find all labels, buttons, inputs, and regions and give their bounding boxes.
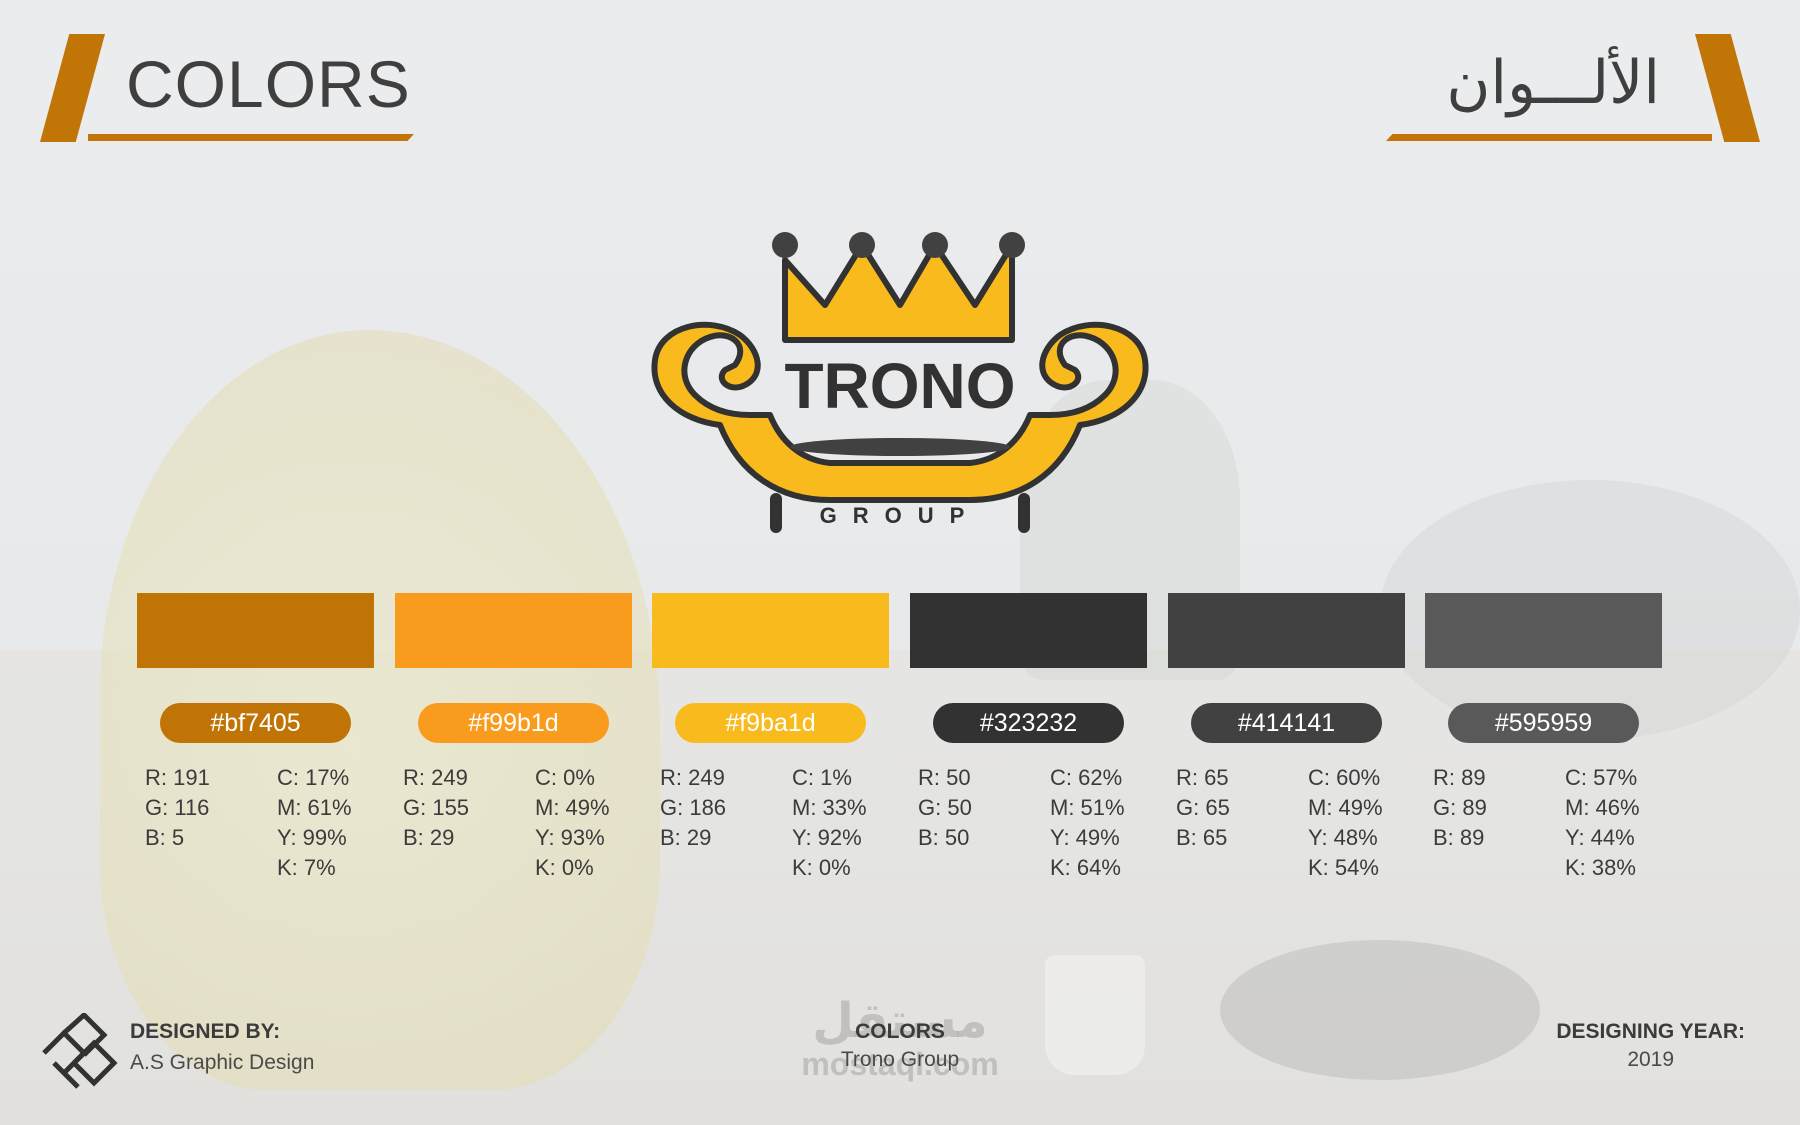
swatch-cmyk: C: 57% M: 46% Y: 44% K: 38% <box>1565 763 1640 883</box>
cmyk-y: Y: 92% <box>792 825 862 850</box>
swatch-rgb: R: 50 G: 50 B: 50 <box>918 763 972 853</box>
footer-year: DESIGNING YEAR: 2019 <box>1556 1020 1745 1072</box>
watermark-en: mostaql.com <box>801 1046 999 1082</box>
cmyk-k: K: 0% <box>535 855 594 880</box>
rgb-g: G: 155 <box>403 795 470 820</box>
rgb-r: R: 89 <box>1433 765 1486 790</box>
swatch-color-block <box>1425 593 1662 668</box>
rgb-b: B: 50 <box>918 825 970 850</box>
rgb-r: R: 50 <box>918 765 971 790</box>
swatch-cmyk: C: 0% M: 49% Y: 93% K: 0% <box>535 763 610 883</box>
rgb-b: B: 5 <box>145 825 185 850</box>
swatch-rgb: R: 249 G: 186 B: 29 <box>660 763 726 853</box>
title-underline <box>88 134 414 141</box>
rgb-g: G: 89 <box>1433 795 1487 820</box>
swatch-cmyk: C: 60% M: 49% Y: 48% K: 54% <box>1308 763 1383 883</box>
rgb-r: R: 65 <box>1176 765 1229 790</box>
cmyk-y: Y: 49% <box>1050 825 1120 850</box>
rgb-g: G: 186 <box>660 795 727 820</box>
rgb-r: R: 191 <box>145 765 210 790</box>
trono-logo: TRONO GROUP <box>651 232 1149 533</box>
cmyk-m: M: 33% <box>792 795 867 820</box>
title-en: COLORS <box>126 47 411 121</box>
cmyk-y: Y: 48% <box>1308 825 1378 850</box>
swatch-hex-pill: #595959 <box>1448 703 1639 743</box>
logo-sub-text: GROUP <box>820 503 981 528</box>
cmyk-m: M: 49% <box>535 795 610 820</box>
cmyk-m: M: 61% <box>277 795 352 820</box>
cmyk-m: M: 49% <box>1308 795 1383 820</box>
cmyk-k: K: 0% <box>792 855 851 880</box>
designed-by-value: A.S Graphic Design <box>130 1051 315 1074</box>
title-accent-bar <box>1695 34 1760 142</box>
title-underline <box>1386 134 1712 141</box>
cmyk-k: K: 38% <box>1565 855 1636 880</box>
project-value: Trono Group <box>840 1048 960 1071</box>
cmyk-y: Y: 44% <box>1565 825 1635 850</box>
swatch-hex-pill: #f99b1d <box>418 703 609 743</box>
swatch-cmyk: C: 62% M: 51% Y: 49% K: 64% <box>1050 763 1125 883</box>
as-monogram-icon <box>42 1013 118 1089</box>
swatch-cmyk: C: 17% M: 61% Y: 99% K: 7% <box>277 763 352 883</box>
swatch-rgb: R: 65 G: 65 B: 65 <box>1176 763 1230 853</box>
rgb-r: R: 249 <box>403 765 468 790</box>
title-accent-bar <box>40 34 105 142</box>
cmyk-c: C: 60% <box>1308 765 1381 790</box>
cmyk-c: C: 57% <box>1565 765 1638 790</box>
sofa-icon <box>651 321 1149 533</box>
title-ar: الألـــوان <box>1446 48 1660 118</box>
swatch-rgb: R: 191 G: 116 B: 5 <box>145 763 210 853</box>
cmyk-c: C: 62% <box>1050 765 1123 790</box>
rgb-g: G: 116 <box>145 795 210 820</box>
swatch-hex-pill: #414141 <box>1191 703 1382 743</box>
swatch-hex-pill: #bf7405 <box>160 703 351 743</box>
rgb-r: R: 249 <box>660 765 725 790</box>
cmyk-y: Y: 99% <box>277 825 347 850</box>
swatch-cmyk: C: 1% M: 33% Y: 92% K: 0% <box>792 763 867 883</box>
rgb-b: B: 65 <box>1176 825 1228 850</box>
swatch-rgb: R: 89 G: 89 B: 89 <box>1433 763 1487 853</box>
cmyk-m: M: 46% <box>1565 795 1640 820</box>
watermark: مستقل mostaql.com <box>790 995 1010 1081</box>
crown-icon <box>772 232 1025 343</box>
cmyk-c: C: 0% <box>535 765 595 790</box>
cmyk-k: K: 64% <box>1050 855 1121 880</box>
rgb-g: G: 65 <box>1176 795 1230 820</box>
swatch-color-block <box>137 593 374 668</box>
designed-by-label: DESIGNED BY: <box>130 1020 281 1043</box>
cmyk-c: C: 17% <box>277 765 350 790</box>
cmyk-c: C: 1% <box>792 765 852 790</box>
rgb-b: B: 29 <box>660 825 712 850</box>
year-value: 2019 <box>1627 1048 1675 1071</box>
cmyk-y: Y: 93% <box>535 825 605 850</box>
watermark-ar: مستقل <box>812 993 988 1049</box>
footer-project: COLORS Trono Group <box>800 1020 1000 1072</box>
swatch-hex-pill: #f9ba1d <box>675 703 866 743</box>
cmyk-k: K: 7% <box>277 855 336 880</box>
cmyk-m: M: 51% <box>1050 795 1125 820</box>
rgb-b: B: 29 <box>403 825 455 850</box>
rgb-b: B: 89 <box>1433 825 1485 850</box>
swatch-color-block <box>652 593 889 668</box>
cmyk-k: K: 54% <box>1308 855 1379 880</box>
swatch-hex-pill: #323232 <box>933 703 1124 743</box>
year-label: DESIGNING YEAR: <box>1556 1020 1745 1043</box>
swatch-color-block <box>1168 593 1405 668</box>
title-ar-banner: الألـــوان <box>1385 34 1760 142</box>
rgb-g: G: 50 <box>918 795 972 820</box>
swatch-color-block <box>910 593 1147 668</box>
logo-brand-text: TRONO <box>784 350 1015 422</box>
title-en-banner: COLORS <box>40 34 415 142</box>
swatch-color-block <box>395 593 632 668</box>
project-label: COLORS <box>855 1020 945 1043</box>
swatch-rgb: R: 249 G: 155 B: 29 <box>403 763 469 853</box>
